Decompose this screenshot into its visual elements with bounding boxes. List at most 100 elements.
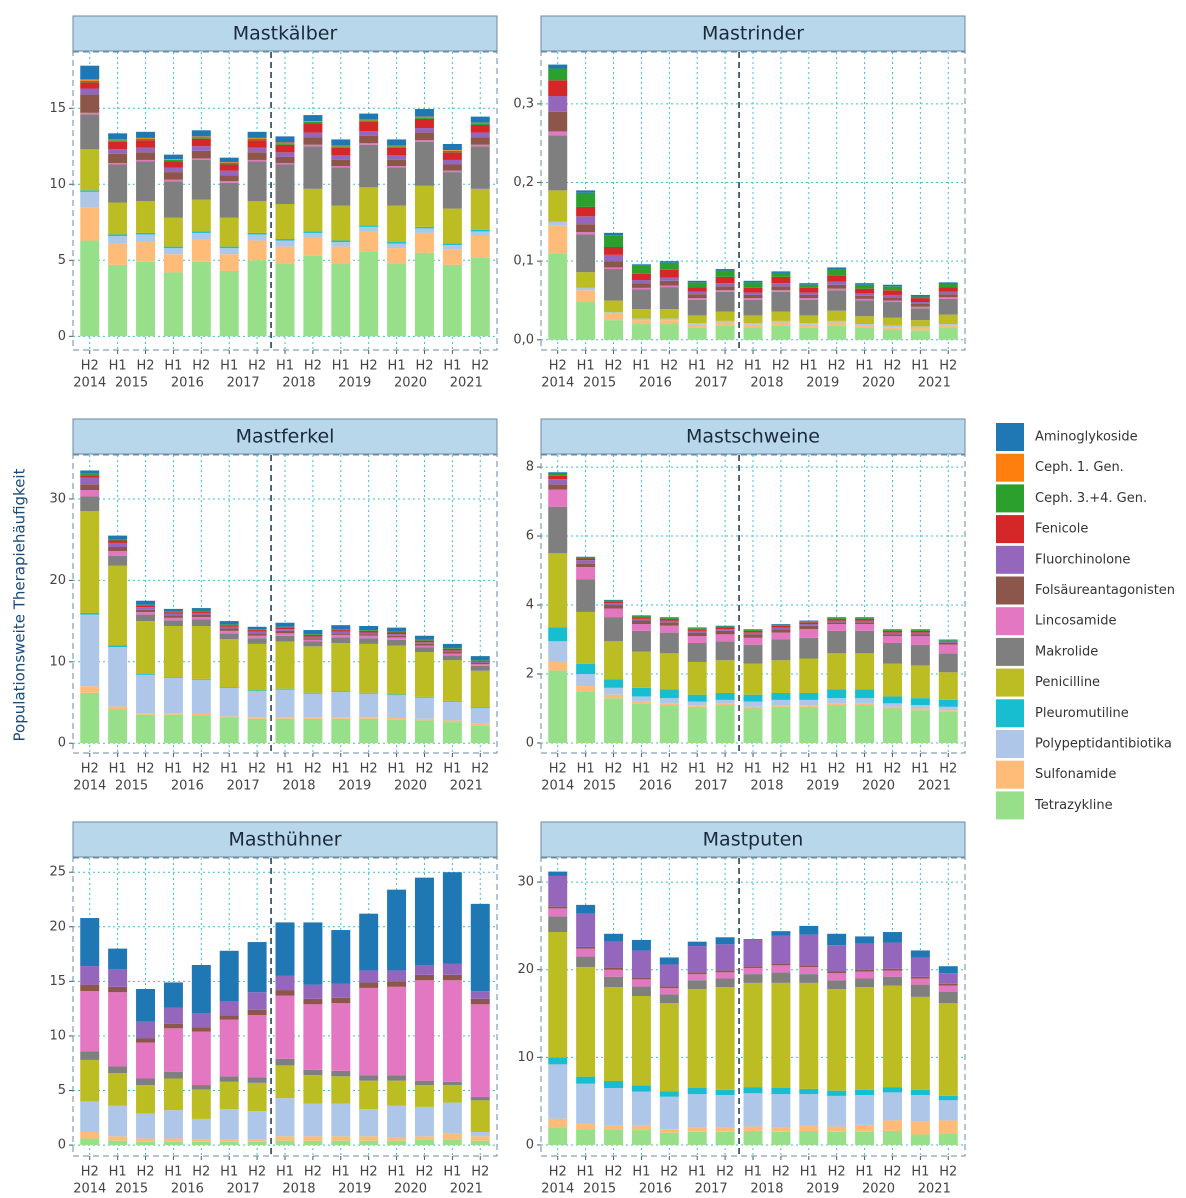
bar-segment (247, 159, 267, 162)
x-tick-label: H2 (772, 1165, 790, 1180)
bar-segment (331, 155, 351, 160)
bar-segment (576, 560, 596, 564)
bar-segment (442, 208, 462, 244)
year-label: 2018 (750, 779, 783, 794)
x-tick-label: H1 (688, 359, 706, 374)
bar-segment (855, 1131, 875, 1145)
bar-segment (414, 635, 434, 640)
bar-segment (548, 871, 568, 876)
bar-segment (275, 630, 295, 634)
bar-segment (548, 1118, 568, 1128)
bar-segment (303, 115, 323, 122)
bar-segment (219, 717, 239, 744)
x-tick-label: H1 (388, 1165, 406, 1180)
bar-segment (576, 302, 596, 340)
bar-segment (414, 643, 434, 646)
bar-segment (799, 292, 819, 295)
bar-segment (303, 137, 323, 145)
year-label: 2017 (695, 376, 728, 391)
bar-segment (275, 1140, 295, 1146)
bar-segment (359, 630, 379, 633)
bar-segment (631, 624, 651, 631)
bar-segment (687, 701, 707, 706)
bar-segment (855, 325, 875, 328)
bar-segment (659, 1096, 679, 1130)
y-tick-label: 10 (517, 1050, 534, 1065)
y-tick-label: 30 (517, 875, 534, 890)
bar-segment (631, 620, 651, 625)
bar-segment (576, 913, 596, 947)
x-tick-label: H2 (471, 762, 489, 777)
x-tick-label: H2 (360, 359, 378, 374)
bar-segment (604, 313, 624, 321)
bar-segment (827, 269, 847, 276)
bar-segment (108, 133, 128, 140)
bar-segment (687, 974, 707, 981)
bar-segment (576, 579, 596, 612)
bar-segment (247, 635, 267, 639)
bar-segment (715, 270, 735, 277)
bar-segment (604, 1080, 624, 1089)
bar-segment (275, 156, 295, 163)
bar-segment (938, 287, 958, 292)
bar-segment (331, 633, 351, 635)
bar-segment (303, 1140, 323, 1146)
bar-segment (136, 137, 156, 139)
bar-segment (659, 617, 679, 618)
bar-segment (687, 299, 707, 316)
bar-segment (855, 1124, 875, 1132)
bar-segment (136, 674, 156, 714)
legend-swatch (996, 607, 1024, 636)
bar-segment (771, 624, 791, 626)
bar-segment (576, 948, 596, 957)
bar-segment (743, 292, 763, 295)
bar-segment (191, 150, 211, 159)
bar-segment (191, 1118, 211, 1140)
bar-segment (80, 473, 100, 476)
bar-segment (910, 698, 930, 706)
bar-segment (743, 327, 763, 340)
bar-segment (442, 249, 462, 265)
bar-segment (827, 698, 847, 704)
bar-segment (275, 990, 295, 996)
bar-segment (387, 166, 407, 168)
bar-segment (108, 139, 128, 141)
bar-segment (108, 1066, 128, 1074)
bar-segment (414, 117, 434, 119)
bar-segment (771, 1088, 791, 1095)
x-tick-label: H2 (605, 359, 623, 374)
panel-title: Mastferkel (236, 426, 335, 448)
x-tick-label: H2 (415, 1165, 433, 1180)
bar-segment (470, 723, 490, 726)
bar-segment (910, 630, 930, 633)
bar-segment (442, 1085, 462, 1103)
bar-segment (548, 80, 568, 97)
bar-segment (743, 706, 763, 709)
bar-segment (470, 229, 490, 232)
bar-segment (359, 634, 379, 636)
bar-segment (548, 875, 568, 907)
bar-segment (548, 253, 568, 340)
legend-swatch (996, 484, 1024, 513)
bar-segment (631, 320, 651, 325)
bar-segment (548, 506, 568, 554)
bar-segment (247, 690, 267, 692)
bar-segment (715, 1095, 735, 1128)
bar-segment (631, 615, 651, 617)
bar-segment (303, 144, 323, 147)
bar-segment (359, 1136, 379, 1141)
bar-segment (303, 1069, 323, 1076)
bar-segment (548, 479, 568, 485)
bar-segment (219, 687, 239, 688)
bar-segment (631, 264, 651, 266)
x-tick-label: H1 (164, 1165, 182, 1180)
bar-segment (771, 639, 791, 661)
year-label: 2015 (583, 779, 616, 794)
year-label: 2020 (394, 1182, 427, 1197)
bar-segment (604, 232, 624, 236)
panel-border (540, 857, 966, 1157)
bar-segment (219, 1109, 239, 1140)
bar-segment (303, 692, 323, 694)
bar-segment (855, 620, 875, 623)
bar-segment (604, 601, 624, 604)
